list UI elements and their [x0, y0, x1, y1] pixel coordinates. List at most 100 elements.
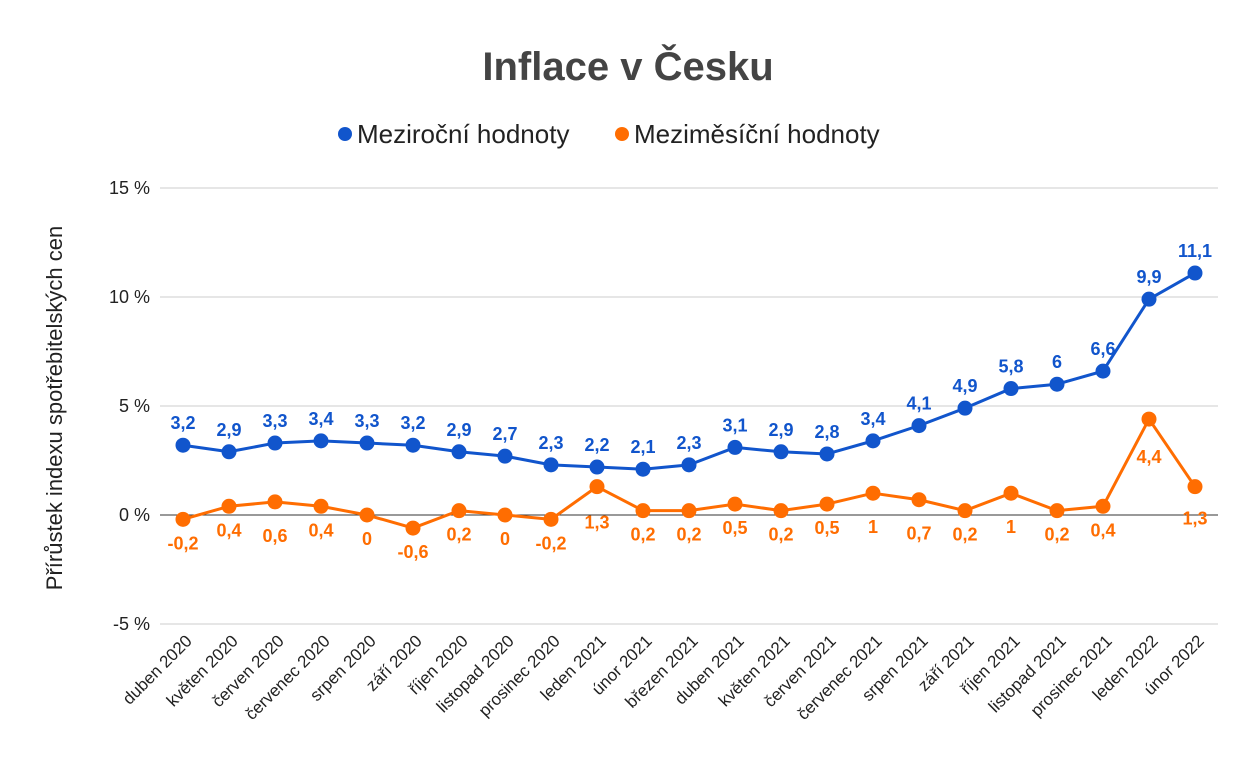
data-label: 6	[1052, 352, 1062, 372]
legend-label-yoy: Meziroční hodnoty	[357, 119, 569, 149]
legend: Meziroční hodnoty Meziměsíční hodnoty	[338, 119, 880, 149]
data-point	[681, 503, 697, 519]
data-label: 0,2	[676, 525, 701, 545]
data-point	[589, 459, 605, 475]
data-label: 2,7	[492, 424, 517, 444]
data-label: 4,9	[952, 376, 977, 396]
data-point	[1187, 479, 1203, 495]
data-label: 0,7	[906, 524, 931, 544]
data-point	[1049, 503, 1065, 519]
data-label: 2,9	[446, 420, 471, 440]
y-tick-label: -5 %	[113, 614, 150, 634]
data-point	[1003, 381, 1019, 397]
data-label: 3,2	[170, 413, 195, 433]
data-point	[405, 520, 421, 536]
data-point	[1095, 498, 1111, 514]
legend-marker-mom	[615, 127, 629, 141]
series-yoy	[175, 265, 1203, 477]
data-point	[497, 448, 513, 464]
legend-label-mom: Meziměsíční hodnoty	[634, 119, 880, 149]
series-mom	[175, 411, 1203, 536]
data-point	[589, 479, 605, 495]
data-label: 3,4	[860, 409, 885, 429]
y-ticks: 15 % 10 % 5 % 0 % -5 %	[109, 178, 150, 634]
data-point	[1049, 376, 1065, 392]
data-labels: 3,2 2,9 3,3 3,4 3,3 3,2 2,9 2,7 2,3 2,2 2,1 2,3 3,1 2…	[167, 241, 1212, 562]
data-label: 2,2	[584, 435, 609, 455]
data-label: 0,6	[262, 526, 287, 546]
data-point	[267, 435, 283, 451]
y-axis-label: Přírůstek indexu spotřebitelských cen	[42, 226, 67, 590]
data-label: 2,9	[768, 420, 793, 440]
data-label: 0,2	[446, 525, 471, 545]
legend-marker-yoy	[338, 127, 352, 141]
data-point	[1095, 363, 1111, 379]
data-label: 0	[362, 529, 372, 549]
data-point	[957, 503, 973, 519]
series-layer	[175, 265, 1203, 536]
data-point	[819, 446, 835, 462]
data-label: 0	[500, 529, 510, 549]
data-label: 1,3	[1182, 509, 1207, 529]
data-point	[957, 400, 973, 416]
data-label: 2,3	[676, 433, 701, 453]
data-point	[773, 503, 789, 519]
data-point	[1141, 291, 1157, 307]
data-point	[727, 439, 743, 455]
data-point	[911, 492, 927, 508]
data-label: 0,2	[952, 525, 977, 545]
data-point	[773, 444, 789, 460]
data-label: 3,4	[308, 409, 333, 429]
data-label: 9,9	[1136, 267, 1161, 287]
data-label: 0,4	[216, 520, 241, 540]
data-label: 0,5	[722, 518, 747, 538]
data-point	[865, 485, 881, 501]
data-label: 1,3	[584, 513, 609, 533]
data-point	[359, 435, 375, 451]
x-tick-label: prosinec 2020	[475, 631, 564, 720]
data-point	[1141, 411, 1157, 427]
grid	[160, 187, 1218, 625]
data-label: 1	[868, 517, 878, 537]
data-label: 3,2	[400, 413, 425, 433]
data-point	[635, 503, 651, 519]
data-label: 0,4	[1090, 520, 1115, 540]
data-label: 2,9	[216, 420, 241, 440]
data-label: 3,3	[354, 411, 379, 431]
data-point	[865, 433, 881, 449]
data-point	[221, 444, 237, 460]
data-point	[175, 437, 191, 453]
data-point	[681, 457, 697, 473]
data-point	[221, 498, 237, 514]
data-label: 0,4	[308, 520, 333, 540]
data-label: -0,2	[167, 533, 198, 553]
data-label: -0,2	[535, 533, 566, 553]
data-label: -0,6	[397, 542, 428, 562]
y-tick-label: 0 %	[119, 505, 150, 525]
y-tick-label: 15 %	[109, 178, 150, 198]
data-point	[497, 507, 513, 523]
data-point	[543, 511, 559, 527]
y-tick-label: 5 %	[119, 396, 150, 416]
data-point	[313, 498, 329, 514]
data-label: 2,1	[630, 437, 655, 457]
data-label: 2,8	[814, 422, 839, 442]
data-point	[543, 457, 559, 473]
data-label: 4,4	[1136, 447, 1161, 467]
data-point	[405, 437, 421, 453]
data-point	[175, 511, 191, 527]
data-label: 0,2	[1044, 525, 1069, 545]
data-label: 3,1	[722, 415, 747, 435]
data-point	[819, 496, 835, 512]
data-point	[727, 496, 743, 512]
data-point	[451, 444, 467, 460]
data-label: 5,8	[998, 357, 1023, 377]
data-point	[451, 503, 467, 519]
data-label: 0,2	[768, 525, 793, 545]
data-label: 6,6	[1090, 339, 1115, 359]
data-label: 0,2	[630, 525, 655, 545]
data-label: 3,3	[262, 411, 287, 431]
data-label: 0,5	[814, 518, 839, 538]
